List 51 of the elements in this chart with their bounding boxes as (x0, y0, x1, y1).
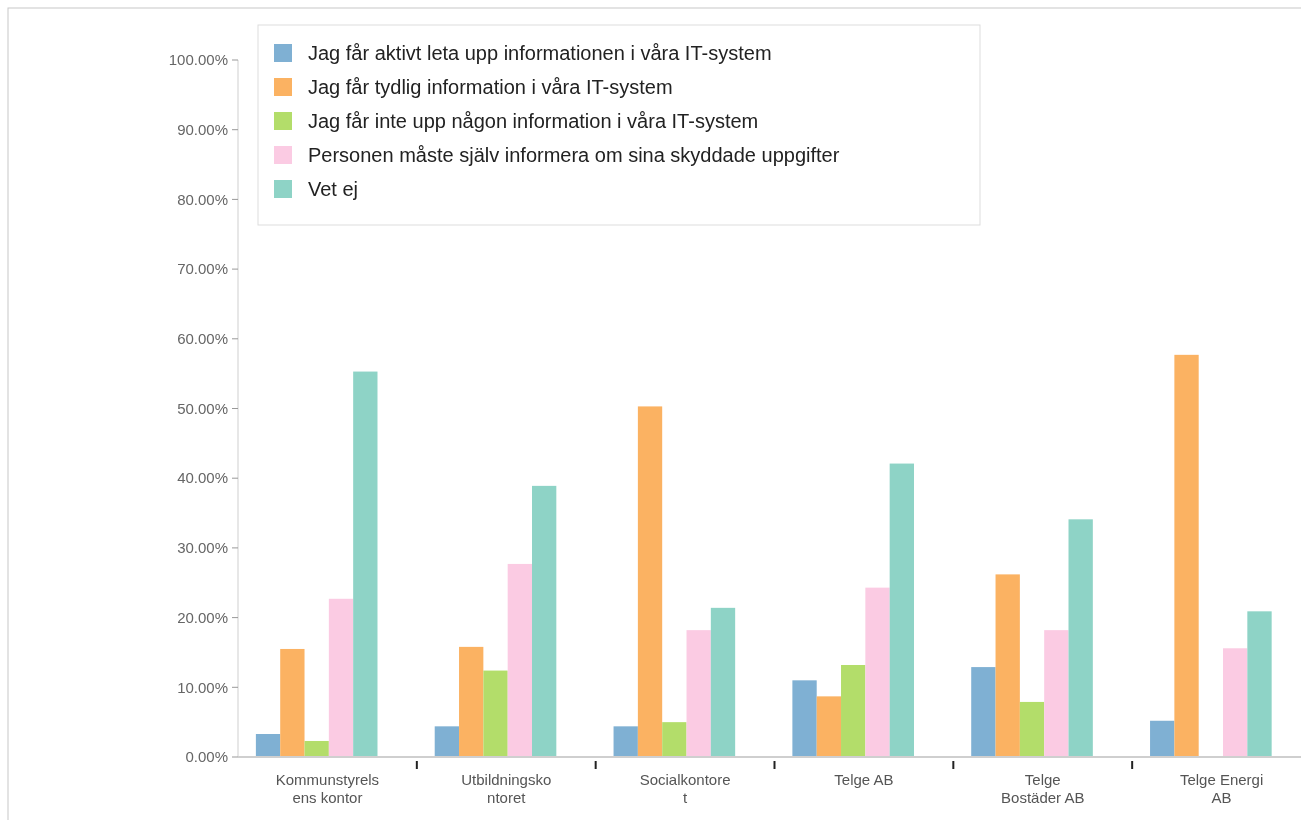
x-tick-label: Utbildningskontoret (461, 771, 552, 806)
y-tick-label: 10.00% (177, 678, 228, 696)
bar (1044, 630, 1069, 757)
bar (686, 630, 711, 757)
bar (662, 722, 687, 757)
bar (1174, 354, 1199, 757)
y-tick-label: 0.00% (185, 748, 228, 766)
x-tick-label: Telge AB (834, 771, 894, 788)
bar (304, 740, 329, 757)
y-tick-label: 70.00% (177, 260, 228, 278)
y-tick-label: 50.00% (177, 399, 228, 417)
bar (434, 726, 460, 757)
legend-label: Jag får inte upp någon information i våra IT-system (308, 110, 759, 132)
bar (328, 598, 354, 757)
legend-label: Jag får aktivt leta upp informationen i våra IT-system (308, 42, 772, 64)
bar (971, 667, 996, 757)
bar (613, 726, 638, 757)
bar (255, 734, 281, 757)
bar (865, 587, 890, 757)
bar (1150, 720, 1175, 757)
x-tick-label: Socialkontoret (639, 771, 731, 806)
bar (532, 485, 557, 757)
bar (353, 371, 378, 757)
x-tick-label: Kommunstyrelsens kontor (275, 771, 380, 806)
bar (816, 696, 842, 757)
bar (792, 680, 817, 757)
bar (710, 607, 736, 757)
y-tick-label: 100.00% (168, 51, 228, 69)
x-tick-label: Telge Bostäder AB (1001, 771, 1085, 806)
bar (841, 665, 866, 757)
bar (1068, 519, 1093, 757)
bar (1223, 648, 1248, 757)
x-tick-label: Telge Energi AB (1179, 771, 1264, 806)
y-tick-label: 80.00% (177, 190, 228, 208)
y-tick-label: 90.00% (177, 120, 228, 138)
bar (1019, 701, 1045, 757)
y-tick-label: 40.00% (177, 469, 228, 487)
bar (1247, 611, 1272, 757)
bar (483, 670, 508, 757)
y-tick-label: 60.00% (177, 330, 228, 348)
bar (507, 563, 532, 757)
legend-label: Jag får tydlig information i våra IT-system (308, 76, 673, 98)
bar (280, 648, 305, 757)
y-tick-label: 30.00% (177, 539, 228, 557)
y-tick-label: 20.00% (177, 608, 228, 626)
bar (459, 646, 484, 757)
bar (889, 463, 914, 757)
legend-label: Vet ej (308, 178, 359, 200)
bar (637, 406, 663, 757)
bar (995, 574, 1020, 757)
legend-label: Personen måste själv informera om sina skyddade uppgifter (308, 144, 840, 166)
